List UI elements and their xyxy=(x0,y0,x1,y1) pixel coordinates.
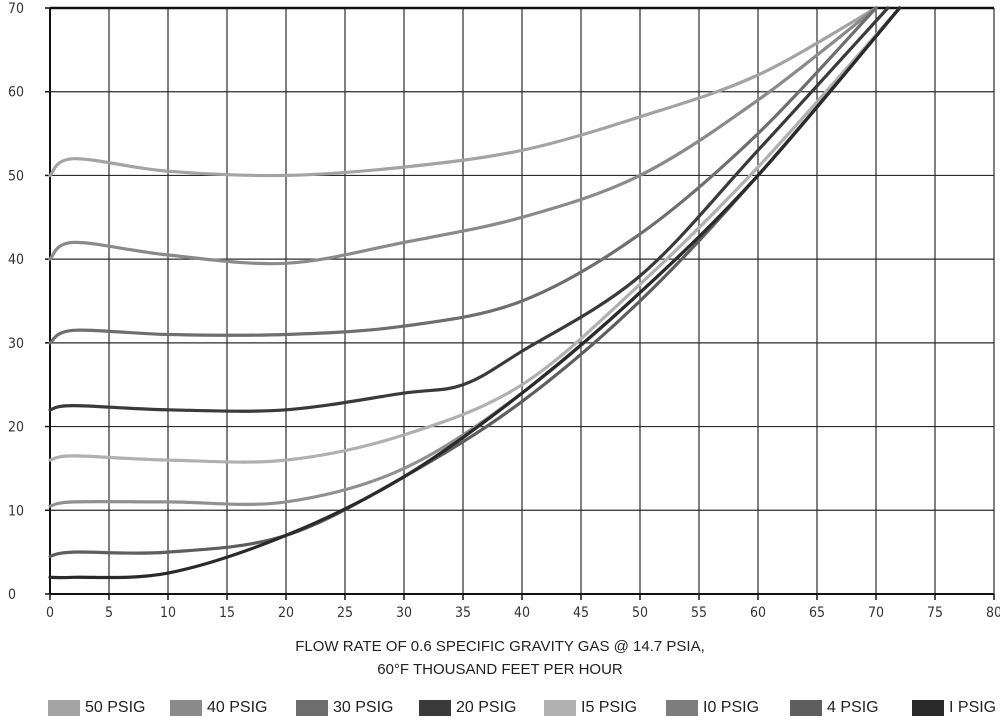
legend-item: I5 PSIG xyxy=(544,696,637,720)
legend-swatch xyxy=(419,700,451,716)
legend-swatch xyxy=(544,700,576,716)
series-group xyxy=(48,6,902,580)
series-line-1-psig xyxy=(48,6,902,580)
x-tick-label: 75 xyxy=(927,605,943,621)
x-tick-labels: 0 5 10 15 20 25 30 35 40 45 50 55 60 65 70 75 80 xyxy=(46,605,1000,621)
legend-swatch xyxy=(912,700,944,716)
legend-item: 50 PSIG xyxy=(48,696,145,720)
legend-item: I PSIG xyxy=(912,696,996,720)
x-tick-label: 65 xyxy=(809,605,825,621)
y-tick-label: 40 xyxy=(8,252,24,268)
axes xyxy=(45,6,995,600)
series-line-50-psig xyxy=(48,6,878,178)
x-tick-label: 60 xyxy=(750,605,766,621)
x-tick-label: 35 xyxy=(455,605,471,621)
x-tick-label: 50 xyxy=(632,605,648,621)
legend-label: I PSIG xyxy=(949,699,997,716)
legend-swatch xyxy=(48,700,80,716)
x-tick-label: 15 xyxy=(219,605,235,621)
y-tick-label: 50 xyxy=(8,168,24,184)
y-tick-labels: 0 10 20 30 40 50 60 70 xyxy=(8,1,24,603)
y-tick-label: 0 xyxy=(8,587,16,603)
series-line-30-psig xyxy=(48,6,878,345)
x-tick-label: 30 xyxy=(396,605,412,621)
legend-item: 30 PSIG xyxy=(296,696,393,720)
line-chart: 0 5 10 15 20 25 30 35 40 45 50 55 60 65 70 75 80 0 10 20 30… xyxy=(8,1,1000,621)
x-tick-label: 55 xyxy=(691,605,707,621)
y-tick-label: 10 xyxy=(8,503,24,519)
x-axis-label-line-2: 60°F THOUSAND FEET PER HOUR xyxy=(377,661,623,678)
legend-swatch xyxy=(296,700,328,716)
series-line-20-psig xyxy=(48,6,890,413)
legend-label: 40 PSIG xyxy=(207,699,268,716)
series-line-15-psig xyxy=(48,6,902,464)
legend-swatch xyxy=(790,700,822,716)
y-tick-label: 20 xyxy=(8,420,24,436)
x-tick-label: 25 xyxy=(337,605,353,621)
legend-swatch xyxy=(170,700,202,716)
legend-item: 40 PSIG xyxy=(170,696,267,720)
legend-item: I0 PSIG xyxy=(666,696,759,720)
x-axis-label-line-1: FLOW RATE OF 0.6 SPECIFIC GRAVITY GAS @ … xyxy=(295,638,705,655)
legend-label: 50 PSIG xyxy=(85,699,146,716)
legend-item: 20 PSIG xyxy=(419,696,516,720)
x-tick-label: 70 xyxy=(868,605,884,621)
series-line-40-psig xyxy=(48,6,878,266)
legend-label: 4 PSIG xyxy=(827,699,879,716)
x-tick-label: 45 xyxy=(573,605,589,621)
legend-item: 4 PSIG xyxy=(790,696,879,720)
legend: 50 PSIG 40 PSIG 30 PSIG 20 PSIG I5 PSIG I0 PS… xyxy=(0,696,1000,720)
legend-swatch xyxy=(666,700,698,716)
x-tick-label: 40 xyxy=(514,605,530,621)
legend-label: 20 PSIG xyxy=(456,699,517,716)
x-tick-label: 80 xyxy=(986,605,1000,621)
y-tick-label: 70 xyxy=(8,1,24,17)
y-tick-label: 60 xyxy=(8,85,24,101)
y-tick-label: 30 xyxy=(8,336,24,352)
legend-label: I0 PSIG xyxy=(703,699,760,716)
x-tick-label: 20 xyxy=(278,605,294,621)
x-tick-label: 10 xyxy=(160,605,176,621)
legend-label: 30 PSIG xyxy=(333,699,394,716)
legend-label: I5 PSIG xyxy=(581,699,638,716)
x-tick-label: 0 xyxy=(46,605,54,621)
x-tick-label: 5 xyxy=(105,605,113,621)
